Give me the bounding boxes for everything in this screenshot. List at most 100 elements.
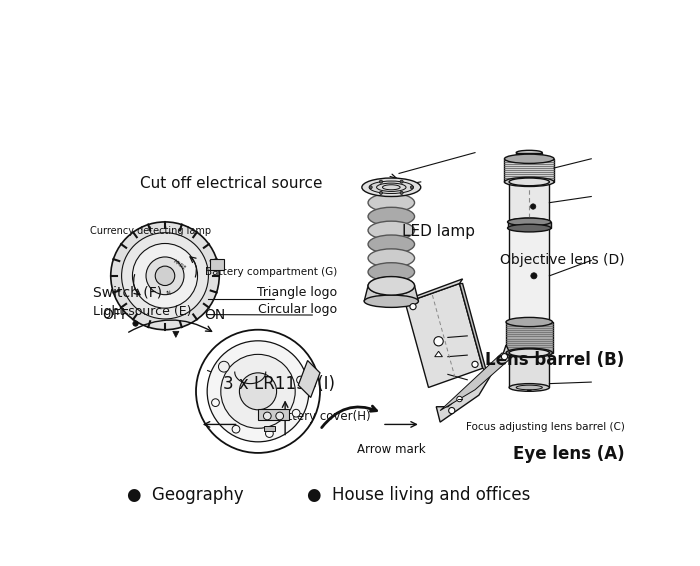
Circle shape [379, 191, 382, 194]
Circle shape [111, 222, 219, 330]
Text: ●  House living and offices: ● House living and offices [307, 486, 530, 504]
Text: ●  Geography: ● Geography [127, 486, 244, 504]
Circle shape [297, 376, 304, 384]
Circle shape [531, 273, 537, 279]
Ellipse shape [509, 218, 550, 226]
Circle shape [379, 180, 382, 183]
Circle shape [218, 361, 230, 372]
Circle shape [449, 408, 455, 414]
Circle shape [239, 373, 276, 410]
Text: Objective lens (D): Objective lens (D) [500, 252, 624, 267]
Text: Arrow mark: Arrow mark [357, 443, 426, 456]
Ellipse shape [377, 183, 406, 191]
Circle shape [292, 409, 300, 417]
Circle shape [472, 361, 478, 367]
Ellipse shape [368, 263, 414, 281]
Polygon shape [405, 279, 463, 303]
Circle shape [133, 321, 139, 326]
Bar [264, 426, 275, 431]
Circle shape [132, 243, 197, 308]
Circle shape [369, 186, 372, 189]
Bar [509, 353, 550, 388]
Circle shape [501, 354, 508, 360]
Ellipse shape [509, 224, 550, 232]
Circle shape [531, 204, 536, 209]
Text: Switch (F): Switch (F) [93, 285, 162, 299]
Ellipse shape [516, 385, 542, 390]
Ellipse shape [505, 177, 554, 187]
Polygon shape [436, 345, 510, 422]
Circle shape [211, 399, 219, 406]
Circle shape [122, 233, 209, 319]
Ellipse shape [368, 277, 414, 295]
Text: Triangle logo: Triangle logo [257, 286, 337, 299]
Circle shape [400, 191, 403, 194]
Circle shape [410, 186, 414, 189]
Ellipse shape [509, 349, 550, 357]
Bar [506, 322, 552, 353]
Ellipse shape [508, 224, 551, 232]
Polygon shape [364, 286, 419, 301]
Bar [210, 259, 224, 269]
Text: 3 x LR1130(I): 3 x LR1130(I) [223, 375, 335, 393]
Ellipse shape [506, 318, 552, 327]
Ellipse shape [368, 277, 414, 295]
Circle shape [400, 180, 403, 183]
Bar [258, 409, 289, 420]
Ellipse shape [368, 235, 414, 254]
Text: Eye lens (A): Eye lens (A) [513, 445, 624, 462]
Circle shape [410, 303, 416, 310]
Circle shape [196, 330, 320, 453]
Text: Currency detecting lamp: Currency detecting lamp [90, 226, 211, 237]
Bar [509, 182, 550, 222]
Text: OFF: OFF [103, 308, 130, 323]
Ellipse shape [369, 181, 414, 194]
Text: Battery cover(H): Battery cover(H) [272, 410, 370, 423]
Polygon shape [173, 331, 179, 337]
Text: Lens barrel (B): Lens barrel (B) [485, 351, 624, 369]
Polygon shape [405, 284, 483, 388]
Ellipse shape [364, 295, 419, 307]
Circle shape [265, 430, 273, 438]
Text: ON: ON [204, 308, 225, 323]
Circle shape [155, 266, 175, 285]
Polygon shape [435, 351, 442, 357]
Ellipse shape [368, 194, 414, 212]
Circle shape [457, 396, 462, 402]
Bar [508, 222, 551, 228]
Text: Focus adjusting lens barrel (C): Focus adjusting lens barrel (C) [466, 422, 624, 432]
Polygon shape [459, 284, 486, 372]
Text: MADE: MADE [172, 259, 186, 271]
Bar [509, 228, 550, 322]
Text: LED lamp: LED lamp [402, 224, 475, 239]
Circle shape [434, 337, 443, 346]
Circle shape [263, 412, 271, 420]
Polygon shape [298, 361, 320, 397]
Text: Circular logo: Circular logo [258, 303, 337, 316]
Ellipse shape [508, 218, 551, 226]
Ellipse shape [509, 384, 550, 391]
Text: Battery compartment (G): Battery compartment (G) [205, 267, 337, 277]
Ellipse shape [506, 348, 552, 358]
Ellipse shape [368, 221, 414, 239]
Ellipse shape [516, 151, 542, 155]
Circle shape [276, 412, 284, 420]
Ellipse shape [368, 249, 414, 267]
Ellipse shape [368, 207, 414, 226]
Bar [505, 159, 554, 182]
Ellipse shape [362, 178, 421, 196]
Text: IN: IN [166, 290, 172, 295]
Circle shape [220, 354, 295, 428]
Ellipse shape [382, 185, 400, 190]
Circle shape [232, 425, 240, 433]
Ellipse shape [516, 156, 542, 161]
Text: Cut off electrical source: Cut off electrical source [140, 176, 323, 191]
Polygon shape [440, 353, 510, 410]
Bar [516, 153, 542, 159]
Ellipse shape [505, 154, 554, 164]
Circle shape [527, 387, 531, 391]
Ellipse shape [509, 178, 550, 186]
Circle shape [146, 257, 184, 295]
Text: Light source (E): Light source (E) [93, 305, 191, 318]
Circle shape [207, 341, 309, 442]
